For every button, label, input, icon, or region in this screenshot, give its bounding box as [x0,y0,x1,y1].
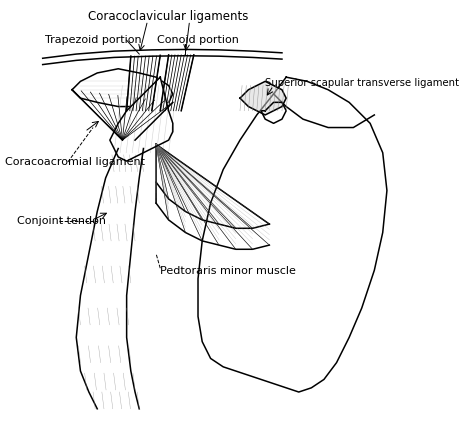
Text: Pedtoraris minor muscle: Pedtoraris minor muscle [160,266,296,276]
Text: Trapezoid portion: Trapezoid portion [45,35,141,45]
Text: Conjoint tendon: Conjoint tendon [18,216,107,226]
Text: Conoid portion: Conoid portion [157,35,239,45]
Polygon shape [110,77,173,161]
Polygon shape [72,69,173,107]
Text: Coracoacromial ligament: Coracoacromial ligament [5,157,145,167]
Text: Superior scapular transverse ligament: Superior scapular transverse ligament [265,78,459,88]
Text: Coracoclavicular ligaments: Coracoclavicular ligaments [89,10,249,23]
Polygon shape [240,81,286,115]
